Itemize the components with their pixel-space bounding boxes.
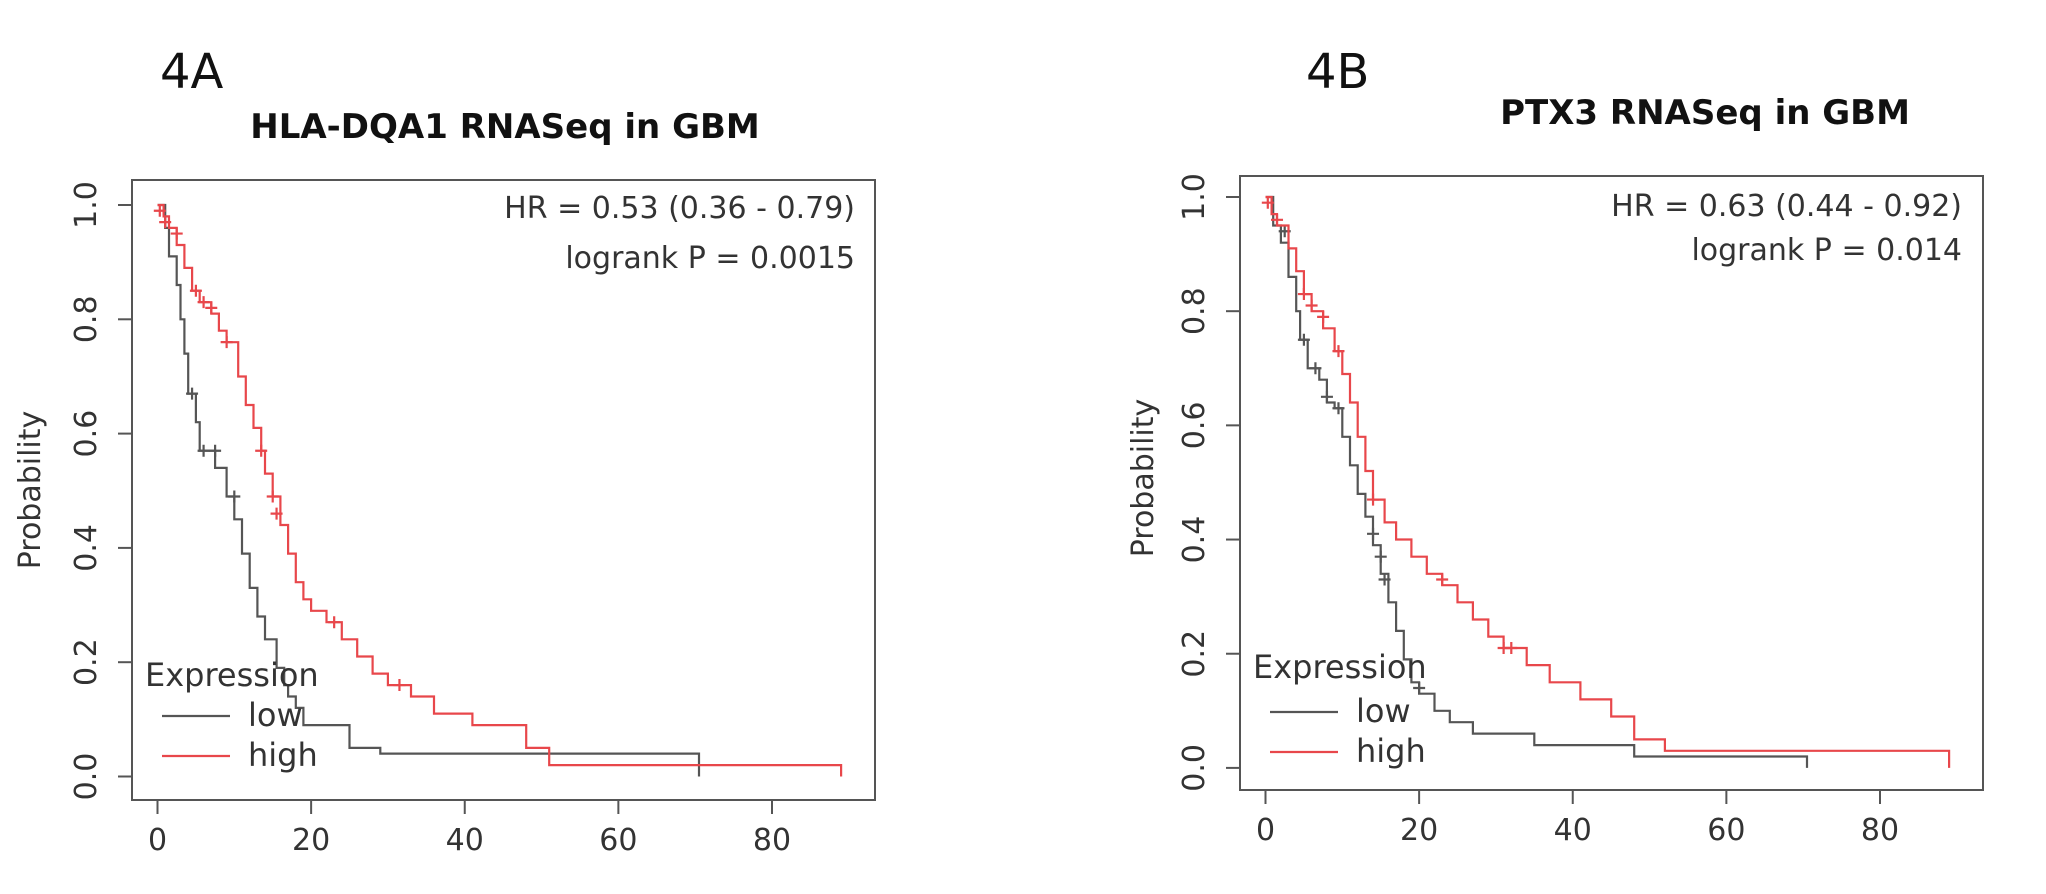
censor-mark-high bbox=[1332, 345, 1345, 358]
censor-mark-high bbox=[1261, 196, 1274, 209]
censor-mark-low bbox=[197, 444, 210, 457]
x-tick-label: 60 bbox=[1707, 813, 1745, 848]
chart-panel-1: 4A HLA-DQA1 RNASeq in GBM 0 20 40 60 80 0.0 0.2 0… bbox=[13, 44, 876, 858]
censor-mark-high bbox=[220, 336, 233, 349]
censor-mark-high bbox=[189, 284, 202, 297]
censor-mark-low bbox=[186, 387, 199, 400]
x-tick-label: 20 bbox=[1400, 813, 1438, 848]
censor-mark-low bbox=[1413, 681, 1426, 694]
censor-mark-low bbox=[1332, 402, 1345, 415]
x-tick-label: 60 bbox=[599, 823, 637, 858]
censor-mark-high bbox=[153, 204, 166, 217]
x-tick-label: 80 bbox=[753, 823, 791, 858]
censor-mark-high bbox=[270, 507, 283, 520]
censor-mark-low bbox=[1374, 550, 1387, 563]
censor-mark-high bbox=[393, 679, 406, 692]
censor-mark-low bbox=[209, 444, 222, 457]
y-tick-label: 0.8 bbox=[1177, 287, 1212, 335]
x-tick-label: 20 bbox=[292, 823, 330, 858]
hazard-ratio-text: HR = 0.53 (0.36 - 0.79) bbox=[504, 191, 855, 226]
censor-mark-high bbox=[1297, 288, 1310, 301]
hazard-ratio-text: HR = 0.63 (0.44 - 0.92) bbox=[1611, 189, 1962, 224]
y-axis-label: Probability bbox=[1126, 399, 1161, 558]
y-tick-label: 0.6 bbox=[1177, 402, 1212, 450]
y-tick-label: 0.0 bbox=[69, 753, 104, 801]
y-tick-label: 0.2 bbox=[69, 638, 104, 686]
x-tick-label: 0 bbox=[1256, 813, 1275, 848]
censor-mark-high bbox=[170, 227, 183, 240]
logrank-p-text: logrank P = 0.0015 bbox=[565, 241, 855, 276]
y-tick-label: 1.0 bbox=[69, 181, 104, 229]
censor-mark-high bbox=[266, 490, 279, 503]
censor-mark-high bbox=[1317, 310, 1330, 323]
censor-mark-high bbox=[1505, 642, 1518, 655]
plot-frame bbox=[131, 179, 876, 801]
chart-title: PTX3 RNASeq in GBM bbox=[1500, 93, 1910, 133]
censor-mark-low bbox=[1378, 573, 1391, 586]
legend-title: Expression bbox=[145, 656, 319, 694]
panel-label: 4A bbox=[160, 44, 224, 100]
censor-mark-low bbox=[1309, 362, 1322, 375]
censor-mark-high bbox=[1367, 493, 1380, 506]
x-tick-label: 80 bbox=[1861, 813, 1899, 848]
y-tick-label: 0.2 bbox=[1177, 630, 1212, 678]
censor-mark-high bbox=[1436, 573, 1449, 586]
legend-label-high: high bbox=[1356, 732, 1426, 770]
censor-mark-high bbox=[205, 301, 218, 314]
legend-label-low: low bbox=[248, 696, 303, 734]
y-tick-label: 0.6 bbox=[69, 410, 104, 458]
legend-label-high: high bbox=[248, 736, 318, 774]
x-tick-label: 40 bbox=[1554, 813, 1592, 848]
chart-title: HLA-DQA1 RNASeq in GBM bbox=[250, 107, 760, 147]
legend-label-low: low bbox=[1356, 692, 1411, 730]
plot-frame bbox=[1239, 175, 1984, 791]
censor-mark-high bbox=[197, 296, 210, 309]
x-tick-label: 40 bbox=[446, 823, 484, 858]
censor-mark-low bbox=[1320, 390, 1333, 403]
censor-mark-high bbox=[159, 216, 172, 229]
panel-label: 4B bbox=[1306, 44, 1369, 100]
censor-mark-low bbox=[228, 490, 241, 503]
censor-mark-high bbox=[1305, 299, 1318, 312]
legend-title: Expression bbox=[1253, 648, 1427, 686]
y-tick-label: 0.4 bbox=[69, 524, 104, 572]
survival-curve-high bbox=[1265, 195, 1951, 768]
y-tick-label: 0.4 bbox=[1177, 516, 1212, 564]
survival-curve-low bbox=[157, 203, 701, 777]
x-tick-label: 0 bbox=[148, 823, 167, 858]
y-tick-label: 1.0 bbox=[1177, 173, 1212, 221]
y-axis-label: Probability bbox=[13, 411, 48, 570]
censor-mark-high bbox=[328, 616, 341, 629]
y-tick-label: 0.0 bbox=[1177, 744, 1212, 792]
survival-curve-low bbox=[1265, 195, 1809, 768]
censor-mark-low bbox=[1367, 527, 1380, 540]
censor-mark-high bbox=[1271, 213, 1284, 226]
censor-mark-low bbox=[1297, 333, 1310, 346]
logrank-p-text: logrank P = 0.014 bbox=[1691, 233, 1962, 268]
y-tick-label: 0.8 bbox=[69, 295, 104, 343]
censor-mark-high bbox=[255, 444, 268, 457]
chart-panel-2: 4B PTX3 RNASeq in GBM 0 20 40 60 80 0.0 0.2 0.4 0.… bbox=[1126, 44, 1984, 848]
